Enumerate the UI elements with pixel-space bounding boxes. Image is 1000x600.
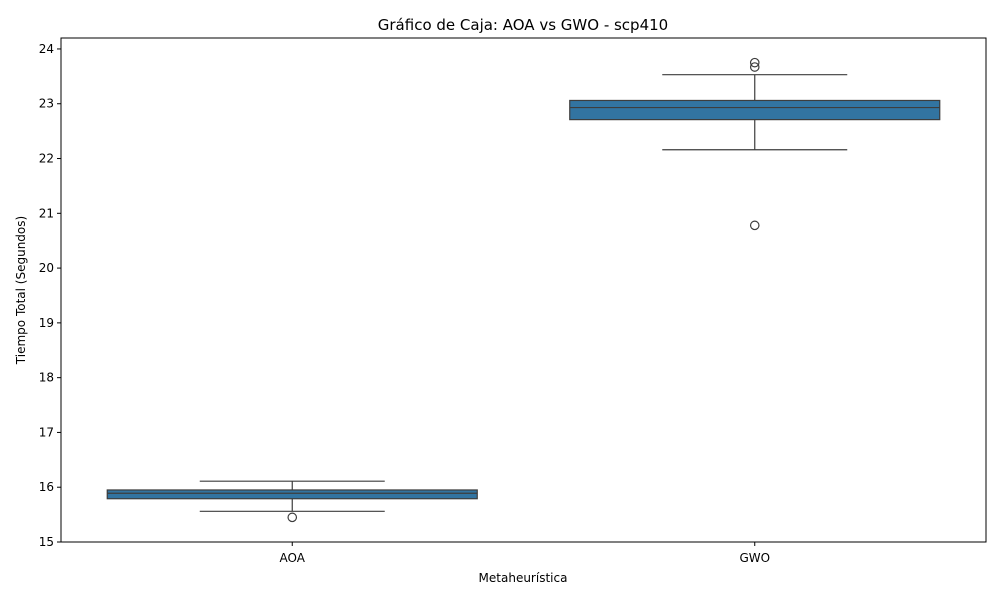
iqr-box [569,99,941,121]
boxes-layer [106,57,941,523]
y-tick-label: 17 [39,425,54,439]
x-axis: AOA GWO [280,542,770,565]
x-tick-label: AOA [280,551,306,565]
y-tick-label: 24 [39,42,54,56]
y-tick-label: 15 [39,535,54,549]
y-tick-label: 23 [39,97,54,111]
chart-title: Gráfico de Caja: AOA vs GWO - scp410 [378,16,668,34]
y-tick-label: 21 [39,206,54,220]
box-aoa [106,480,478,523]
outlier-point [287,512,298,523]
outlier-point [749,220,760,231]
outlier-point [749,62,760,72]
y-tick-label: 18 [39,371,54,385]
y-tick-label: 19 [39,316,54,330]
y-axis-label: Tiempo Total (Segundos) [14,216,28,365]
outlier-point [749,57,760,68]
y-axis: 15 16 17 18 19 20 21 22 23 24 [39,42,61,549]
box-gwo [569,57,941,231]
iqr-box [106,489,478,500]
x-tick-label: GWO [739,551,770,565]
x-axis-label: Metaheurística [479,571,568,585]
y-tick-label: 20 [39,261,54,275]
y-tick-label: 16 [39,480,54,494]
y-tick-label: 22 [39,152,54,166]
plot-frame [60,37,987,543]
